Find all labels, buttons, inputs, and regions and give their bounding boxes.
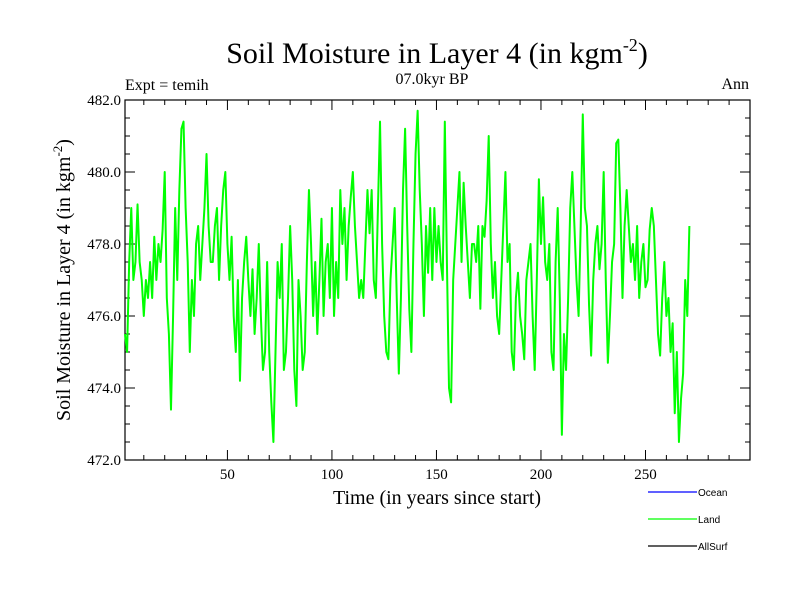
- season-label: Ann: [721, 76, 749, 93]
- y-axis-label-main: Soil Moisture in Layer 4 (in kgm: [53, 156, 75, 421]
- y-tick-label: 478.0: [87, 237, 121, 253]
- y-tick-label: 482.0: [87, 93, 121, 109]
- y-tick-label: 476.0: [87, 309, 121, 325]
- x-tick-label: 200: [530, 467, 553, 483]
- x-tick-label: 50: [220, 467, 235, 483]
- chart-title-superscript: -2: [623, 35, 638, 55]
- series-layer: [124, 109, 691, 443]
- legend-label-allsurf: AllSurf: [698, 542, 728, 553]
- chart-title: Soil Moisture in Layer 4 (in kgm-2): [226, 35, 648, 70]
- y-axis-label: Soil Moisture in Layer 4 (in kgm-2): [50, 139, 75, 421]
- y-tick-label: 472.0: [87, 453, 121, 469]
- y-axis-label-superscript: -2: [50, 146, 65, 157]
- axis-ticks: 50 100 150 200 250 472.0 474.0 476.0 478.0 480.0 4…: [87, 93, 750, 483]
- y-tick-label: 474.0: [87, 381, 121, 397]
- chart-title-main: Soil Moisture in Layer 4 (in kgm: [226, 37, 623, 70]
- legend-label-land: Land: [698, 515, 720, 526]
- legend-label-ocean: Ocean: [698, 488, 727, 499]
- y-axis-label-end: ): [53, 139, 75, 146]
- experiment-label: Expt = temih: [125, 77, 209, 94]
- y-tick-label: 480.0: [87, 165, 121, 181]
- legend: Ocean Land AllSurf: [648, 488, 728, 553]
- chart-title-end: ): [638, 37, 648, 70]
- chart-subtitle: 07.0kyr BP: [396, 71, 469, 88]
- x-axis-label: Time (in years since start): [333, 487, 541, 509]
- x-tick-label: 100: [321, 467, 344, 483]
- x-tick-label: 150: [425, 467, 448, 483]
- x-tick-label: 250: [634, 467, 657, 483]
- series-line-land: [124, 109, 691, 443]
